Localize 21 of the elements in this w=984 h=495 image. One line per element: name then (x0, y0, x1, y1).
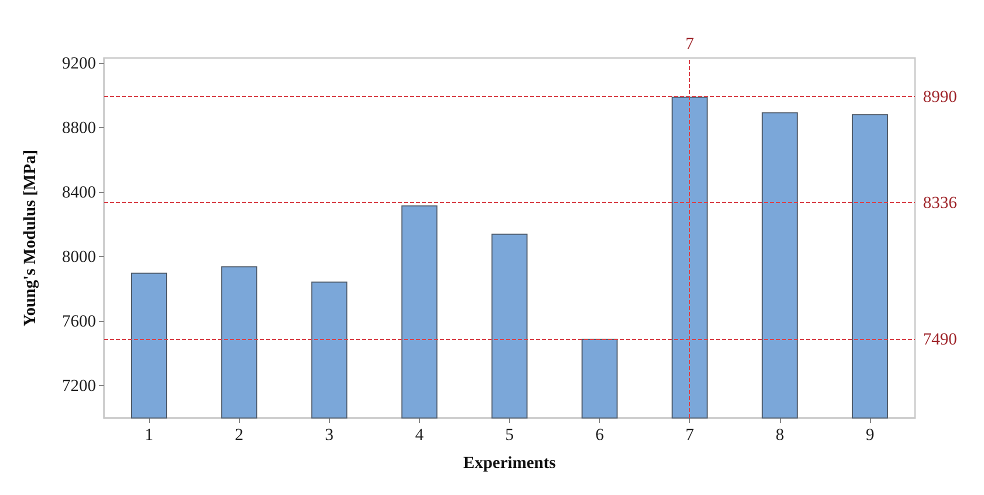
ref-line-label: 8990 (923, 87, 957, 106)
x-tick-label: 9 (866, 425, 874, 444)
x-tick-label: 2 (234, 425, 244, 444)
x-tick-label: 3 (325, 425, 334, 444)
y-axis-title: Young's Modulus [MPa] (20, 150, 39, 326)
x-tick-label: 5 (505, 425, 514, 444)
x-tick-label: 6 (595, 425, 604, 444)
x-tick-label: 4 (415, 425, 424, 444)
y-tick-label: 8400 (62, 182, 96, 202)
x-axis-title: Experiments (463, 453, 556, 472)
y-tick-label: 9200 (62, 53, 96, 72)
ref-line-label: 8336 (923, 192, 957, 212)
ref-line-label: 7490 (923, 329, 957, 348)
ref-line-label: 7 (685, 34, 694, 53)
x-tick-label: 1 (144, 425, 154, 444)
y-tick-label: 7600 (62, 312, 96, 331)
y-tick-label: 8000 (62, 247, 96, 266)
x-tick-label: 8 (776, 425, 784, 444)
x-tick-label: 7 (685, 425, 694, 444)
y-tick-label: 8800 (62, 118, 96, 137)
y-tick-label: 7200 (62, 376, 96, 396)
